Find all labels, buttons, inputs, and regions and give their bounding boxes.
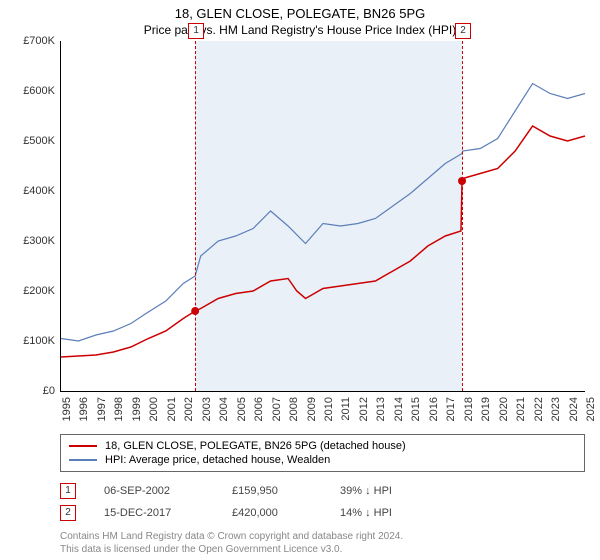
x-tick-label: 2018 [463,397,475,421]
x-tick-label: 1997 [96,397,108,421]
x-tick-label: 2012 [358,397,370,421]
legend-item-hpi: HPI: Average price, detached house, Weal… [69,453,576,467]
chart-plot-area: £0£100K£200K£300K£400K£500K£600K£700K199… [60,41,585,392]
y-tick-label: £400K [23,185,55,197]
event-delta: 14% ↓ HPI [340,507,392,519]
x-tick-label: 2016 [428,397,440,421]
x-tick-label: 1995 [61,397,73,421]
x-tick-label: 2025 [585,397,597,421]
y-tick-label: £700K [23,35,55,47]
chart-subtitle: Price paid vs. HM Land Registry's House … [0,21,600,41]
event-row: 1 06-SEP-2002 £159,950 39% ↓ HPI [60,480,585,502]
x-tick-label: 2019 [480,397,492,421]
x-tick-label: 2020 [498,397,510,421]
series-hpi [61,84,585,342]
event-delta: 39% ↓ HPI [340,485,392,497]
x-tick-label: 2023 [550,397,562,421]
x-tick-label: 2002 [183,397,195,421]
x-tick-label: 2004 [218,397,230,421]
y-tick-label: £100K [23,335,55,347]
series-property [61,126,585,357]
event-line: 1 [195,41,196,391]
event-marker: 1 [188,23,204,39]
y-tick-label: £300K [23,235,55,247]
y-tick-label: £200K [23,285,55,297]
event-date: 15-DEC-2017 [104,507,204,519]
footer: Contains HM Land Registry data © Crown c… [60,530,585,556]
x-tick-label: 2010 [323,397,335,421]
x-tick-label: 2022 [533,397,545,421]
x-tick-label: 1999 [131,397,143,421]
event-line: 2 [462,41,463,391]
x-tick-label: 2014 [393,397,405,421]
legend-label-hpi: HPI: Average price, detached house, Weal… [105,454,330,466]
events-table: 1 06-SEP-2002 £159,950 39% ↓ HPI 2 15-DEC-201… [60,480,585,524]
x-tick-label: 2006 [253,397,265,421]
legend-item-property: 18, GLEN CLOSE, POLEGATE, BN26 5PG (deta… [69,439,576,453]
x-tick-label: 2017 [445,397,457,421]
x-tick-label: 2013 [375,397,387,421]
chart-title: 18, GLEN CLOSE, POLEGATE, BN26 5PG [0,0,600,21]
event-price: £420,000 [232,507,312,519]
x-tick-label: 2003 [201,397,213,421]
event-id-box: 2 [60,505,76,521]
legend: 18, GLEN CLOSE, POLEGATE, BN26 5PG (deta… [60,434,585,472]
y-tick-label: £0 [43,385,55,397]
x-tick-label: 2000 [148,397,160,421]
x-tick-label: 2009 [306,397,318,421]
x-tick-label: 2011 [340,397,352,421]
x-tick-label: 1996 [78,397,90,421]
event-marker: 2 [455,23,471,39]
legend-swatch-property [69,445,97,447]
x-tick-label: 2015 [410,397,422,421]
event-row: 2 15-DEC-2017 £420,000 14% ↓ HPI [60,502,585,524]
x-tick-label: 2001 [166,397,178,421]
footer-line-2: This data is licensed under the Open Gov… [60,543,585,556]
event-price: £159,950 [232,485,312,497]
event-id-box: 1 [60,483,76,499]
legend-swatch-hpi [69,459,97,461]
x-tick-label: 2008 [288,397,300,421]
x-tick-label: 2021 [515,397,527,421]
x-tick-label: 1998 [113,397,125,421]
x-tick-label: 2007 [271,397,283,421]
footer-line-1: Contains HM Land Registry data © Crown c… [60,530,585,543]
event-date: 06-SEP-2002 [104,485,204,497]
legend-label-property: 18, GLEN CLOSE, POLEGATE, BN26 5PG (deta… [105,440,406,452]
x-tick-label: 2005 [236,397,248,421]
y-tick-label: £600K [23,85,55,97]
x-tick-label: 2024 [568,397,580,421]
y-tick-label: £500K [23,135,55,147]
